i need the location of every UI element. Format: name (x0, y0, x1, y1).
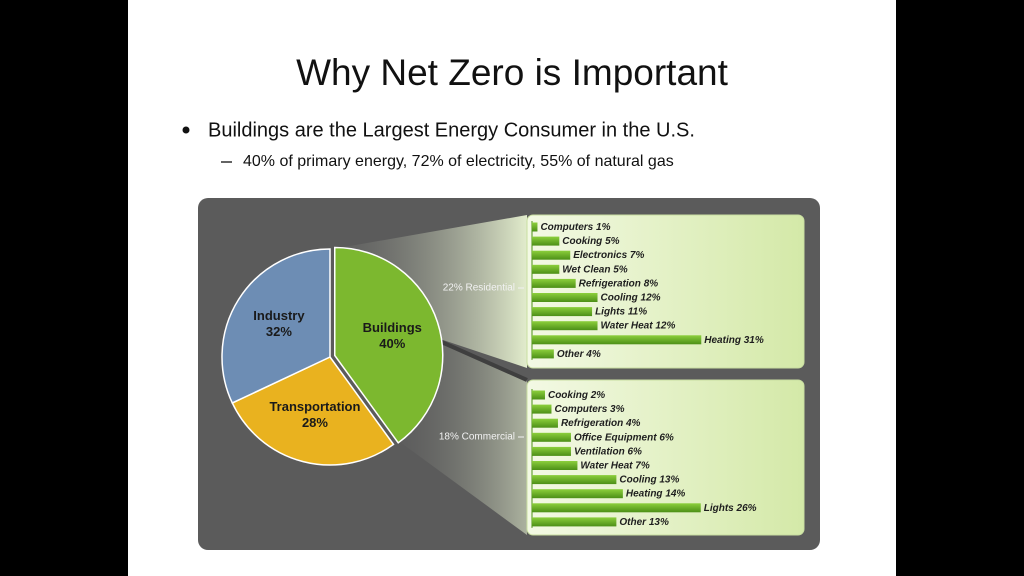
bar-value-label: 12% (641, 292, 661, 303)
bar-label: Refrigeration 8% (579, 278, 659, 289)
bar-value-label: 7% (630, 250, 645, 261)
bar-value-label: 12% (655, 320, 675, 331)
bar-category: Computers (554, 404, 607, 415)
bar (532, 432, 571, 442)
bar (532, 461, 578, 470)
bar (532, 293, 598, 302)
bar (532, 418, 558, 428)
bar-category: Cooking (562, 236, 602, 247)
bar-label: Other 4% (557, 349, 601, 360)
bar-category: Refrigeration (561, 418, 623, 429)
bar-label: Water Heat 7% (580, 460, 649, 471)
bar-label: Electronics 7% (573, 250, 644, 261)
bar-category: Water Heat (580, 460, 633, 471)
bar-category: Heating (626, 488, 663, 499)
pie-category-label: Transportation (269, 399, 360, 414)
bar-label: Heating 14% (626, 488, 686, 499)
bar-label: Ventilation 6% (574, 446, 642, 457)
bar-value-label: 4% (585, 349, 601, 360)
bar-label: Lights 26% (704, 502, 757, 513)
bar-label: Office Equipment 6% (574, 432, 674, 443)
bar-category: Other (557, 349, 585, 360)
bar-category: Water Heat (601, 320, 654, 331)
pie-slice (221, 248, 331, 404)
pie-category-label: Industry (253, 308, 305, 323)
bar (532, 503, 701, 513)
panel-label: 22% Residential (443, 283, 515, 294)
bar-label: Lights 11% (595, 306, 647, 317)
bullet-dot (182, 126, 190, 134)
bar-label: Refrigeration 4% (561, 418, 641, 429)
bar-value-label: 14% (665, 488, 685, 499)
bar (532, 517, 617, 527)
sub-bullet-text: 40% of primary energy, 72% of electricit… (243, 153, 674, 170)
bar (532, 222, 538, 232)
bar-value-label: 26% (736, 502, 757, 513)
bar-value-label: 7% (635, 460, 650, 471)
bar-category: Heating (704, 334, 741, 345)
bar-value-label: 13% (649, 517, 669, 528)
pie-value-label: 28% (302, 415, 328, 430)
bar-value-label: 5% (613, 264, 628, 275)
bar (532, 307, 593, 317)
bar-label: Computers 1% (540, 222, 610, 233)
bar-label: Computers 3% (554, 404, 624, 415)
bar-label: Cooking 2% (548, 390, 605, 401)
bar-value-label: 5% (605, 236, 620, 247)
pie-slice (231, 356, 395, 466)
bar (532, 475, 617, 485)
bar-category: Ventilation (574, 446, 625, 457)
bar-category: Cooling (619, 474, 656, 485)
bar-value-label: 6% (627, 446, 642, 457)
bar (532, 446, 571, 456)
bar-category: Electronics (573, 250, 627, 261)
bar-category: Computers (540, 222, 593, 233)
bar-label: Water Heat 12% (601, 320, 676, 331)
bar (532, 335, 702, 345)
slide-title: Why Net Zero is Important (296, 52, 729, 93)
bar (532, 390, 545, 400)
bar-value-label: 31% (744, 334, 764, 345)
bar-label: Wet Clean 5% (562, 264, 628, 275)
bar-category: Lights (595, 306, 625, 317)
bar (532, 236, 560, 246)
bar-label: Cooling 13% (619, 474, 679, 485)
bar-category: Wet Clean (562, 264, 610, 275)
bar (532, 349, 554, 359)
pie-value-label: 40% (379, 336, 405, 351)
bar (532, 321, 598, 331)
bar-value-label: 6% (659, 432, 674, 443)
pie-value-label: 32% (266, 324, 292, 339)
bullet-text: Buildings are the Largest Energy Consume… (208, 119, 695, 141)
bar (532, 489, 623, 499)
residential-fan (333, 215, 527, 368)
bar-label: Heating 31% (704, 334, 764, 345)
bar-category: Refrigeration (579, 278, 641, 289)
bar-value-label: 13% (659, 474, 679, 485)
pie-slice (334, 246, 444, 444)
bar-category: Cooking (548, 390, 588, 401)
bar (532, 250, 571, 260)
bar-category: Office Equipment (574, 432, 657, 443)
bar-label: Cooking 5% (562, 236, 619, 247)
connector-line (436, 338, 528, 382)
bar-value-label: 8% (644, 278, 659, 289)
bar-value-label: 1% (596, 222, 611, 233)
panel-label: 18% Commercial (439, 432, 515, 443)
bar-label: Cooling 12% (601, 292, 661, 303)
bar (532, 278, 576, 288)
bar-category: Lights (704, 502, 734, 513)
bar-category: Cooling (601, 292, 638, 303)
pie-category-label: Buildings (363, 320, 422, 335)
bar-value-label: 11% (628, 306, 647, 317)
bar-value-label: 3% (610, 404, 625, 415)
bar-category: Other (619, 517, 647, 528)
bar-value-label: 4% (625, 418, 641, 429)
bar (532, 404, 552, 414)
bar-value-label: 2% (590, 390, 606, 401)
bar-label: Other 13% (619, 517, 669, 528)
bar (532, 264, 560, 274)
